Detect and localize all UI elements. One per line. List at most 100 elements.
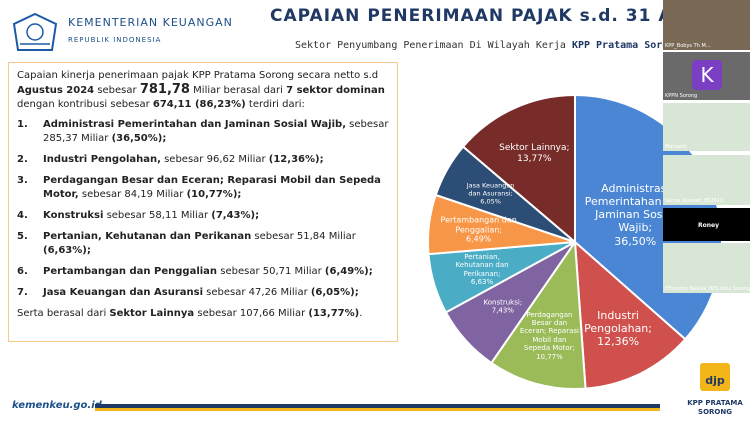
list-item: 5. Pertanian, Kehutanan dan Perikanan seb…	[17, 230, 389, 258]
participant-name: Roney	[698, 222, 719, 229]
participant-tile: K KPPN Sorong	[663, 52, 750, 100]
item-amount: sebesar 47,26 Miliar	[203, 287, 311, 298]
item-amount: sebesar 96,62 Miliar	[160, 154, 269, 165]
item-number: 4.	[17, 210, 28, 221]
list-item: 4. Konstruksi sebesar 58,11 Miliar (7,43%…	[17, 209, 389, 223]
text-run: sebesar	[94, 85, 140, 96]
item-name: Pertanian, Kehutanan dan Perikanan	[43, 231, 252, 242]
text-run: terdiri dari:	[245, 99, 305, 110]
participant-tile: Marsanti	[663, 103, 750, 151]
slice-category: Sektor Lainnya;	[499, 143, 570, 154]
item-amount: sebesar 50,71 Miliar	[217, 266, 325, 277]
participant-name: KPP_Bobys Th M...	[665, 43, 711, 49]
item-pct: (12,36%);	[268, 154, 324, 165]
org: KEMENTERIAN KEUANGAN	[68, 16, 233, 29]
subtitle-bold: KPP Pratama Sorong	[571, 40, 681, 51]
slice-category: Jasa Keuangan dan Asuransi;	[466, 181, 515, 198]
office-name: KPP PRATAMA	[687, 399, 743, 407]
item-pct: (36,50%);	[111, 133, 167, 144]
country: REPUBLIK INDONESIA	[68, 36, 162, 44]
item-text: Jasa Keuangan dan Asuransi sebesar 47,26…	[43, 286, 359, 300]
text-run: Miliar berasal dari	[189, 85, 287, 96]
slice-category: Administrasi Pemerintahan dan Jaminan So…	[584, 181, 686, 235]
text-run: 674,11 (86,23%)	[152, 99, 246, 110]
slice-label: Pertambangan dan Penggalian; 6,49%	[434, 216, 524, 245]
slice-label: Perdagangan Besar dan Eceran; Reparasi M…	[518, 310, 580, 360]
participant-tile: KPP_Bobys Th M...	[663, 0, 750, 50]
participant-tile: Roney	[663, 208, 750, 241]
item-pct: (6,05%);	[310, 287, 359, 298]
slice-value: 12,36%	[597, 335, 640, 349]
subtitle-text: Sektor Penyumbang Penerimaan Di Wilayah …	[295, 40, 572, 51]
slice-label: Administrasi Pemerintahan dan Jaminan So…	[580, 182, 690, 248]
slice-category: Perdagangan Besar dan Eceran; Reparasi M…	[519, 310, 579, 352]
participant-name: Sanya Ayawati_852610	[665, 198, 724, 204]
text-box: Capaian kinerja penerimaan pajak KPP Pra…	[8, 62, 398, 342]
slice-value: 36,50%	[614, 234, 657, 248]
participant-tile: Effryanty Navilla_BPS Kota Sorong	[663, 243, 750, 293]
slice-category: Pertanian, Kehutanan dan Perikanan;	[455, 253, 509, 278]
slice-value: 6,63%	[470, 278, 494, 287]
list-item: 6. Pertambangan dan Penggalian sebesar 50…	[17, 265, 389, 279]
pie-slice	[461, 93, 576, 245]
site: kemenkeu.go.id	[12, 400, 102, 411]
office-city: SORONG	[698, 408, 732, 416]
item-number: 6.	[17, 266, 28, 277]
item-number: 5.	[17, 231, 28, 242]
list-item: 2. Industri Pengolahan, sebesar 96,62 Mil…	[17, 153, 389, 167]
item-amount: sebesar 285,37 Miliar	[43, 119, 389, 144]
item-pct: (6,49%);	[324, 266, 373, 277]
list-item: 3. Perdagangan Besar dan Eceran; Reparasi…	[17, 174, 389, 202]
item-name: Konstruksi	[43, 210, 104, 221]
item-pct: (7,43%);	[211, 210, 260, 221]
list: 1. Administrasi Pemerintahan dan Jaminan …	[17, 118, 389, 300]
slice-category: Konstruksi;	[483, 298, 523, 307]
intro: Capaian kinerja penerimaan pajak KPP Pra…	[17, 69, 389, 112]
participant-name: KPPN Sorong	[665, 93, 698, 99]
list-item: 7. Jasa Keuangan dan Asuransi sebesar 47,…	[17, 286, 389, 300]
participant-name: Effryanty Navilla_BPS Kota Sorong	[665, 286, 750, 292]
item-name: Perdagangan Besar dan Eceran; Reparasi M…	[43, 175, 381, 200]
text-run: Capaian kinerja penerimaan pajak KPP Pra…	[17, 70, 379, 81]
text-run: Sektor Lainnya	[109, 308, 195, 319]
text-run: (13,77%)	[308, 308, 360, 319]
slice-label: Jasa Keuangan dan Asuransi; 6,05%	[461, 182, 521, 205]
item-name: Pertambangan dan Penggalian	[43, 266, 218, 277]
slice-value: 6,05%	[480, 197, 501, 206]
slice-category: Industri Pengolahan;	[584, 309, 652, 336]
item-amount: sebesar 51,84 Miliar	[251, 231, 356, 242]
item-text: Perdagangan Besar dan Eceran; Reparasi M…	[43, 174, 389, 202]
item-amount: sebesar 58,11 Miliar	[103, 210, 212, 221]
text-run: Serta berasal dari	[17, 308, 110, 319]
item-text: Administrasi Pemerintahan dan Jaminan So…	[43, 118, 389, 146]
text-run: 7 sektor dominan	[286, 85, 385, 96]
list-item: 1. Administrasi Pemerintahan dan Jaminan …	[17, 118, 389, 146]
djp-logo: djp	[700, 363, 730, 391]
slice-value: 6,49%	[465, 235, 492, 245]
item-text: Pertanian, Kehutanan dan Perikanan sebes…	[43, 230, 389, 258]
item-pct: (6,63%);	[43, 245, 91, 256]
logo	[12, 12, 58, 51]
slice-value: 10,77%	[536, 352, 563, 361]
closing: Serta berasal dari Sektor Lainnya sebesa…	[17, 307, 389, 321]
text-run: sebesar 107,66 Miliar	[194, 308, 309, 319]
slice-label: Industri Pengolahan; 12,36%	[563, 309, 673, 349]
slice-label: Konstruksi; 7,43%	[478, 298, 528, 315]
item-number: 1.	[17, 119, 28, 130]
item-name: Administrasi Pemerintahan dan Jaminan So…	[43, 119, 346, 130]
footer-bar	[95, 404, 660, 408]
text-run: 781,78	[139, 82, 190, 97]
pie-slice	[573, 239, 687, 390]
text-run: .	[359, 308, 363, 319]
participant-name: Marsanti	[665, 144, 687, 150]
slice-value: 13,77%	[517, 153, 552, 164]
participant-tile: Sanya Ayawati_852610	[663, 155, 750, 205]
slice-value: 7,43%	[491, 306, 514, 315]
item-pct: (10,77%);	[186, 189, 242, 200]
office: KPP PRATAMA SORONG	[680, 399, 750, 417]
slice-label: Sektor Lainnya; 13,77%	[489, 143, 579, 165]
footer-bar-gold	[95, 408, 660, 411]
title: CAPAIAN PENERIMAAN PAJAK s.d. 31 Agustus…	[270, 6, 750, 26]
